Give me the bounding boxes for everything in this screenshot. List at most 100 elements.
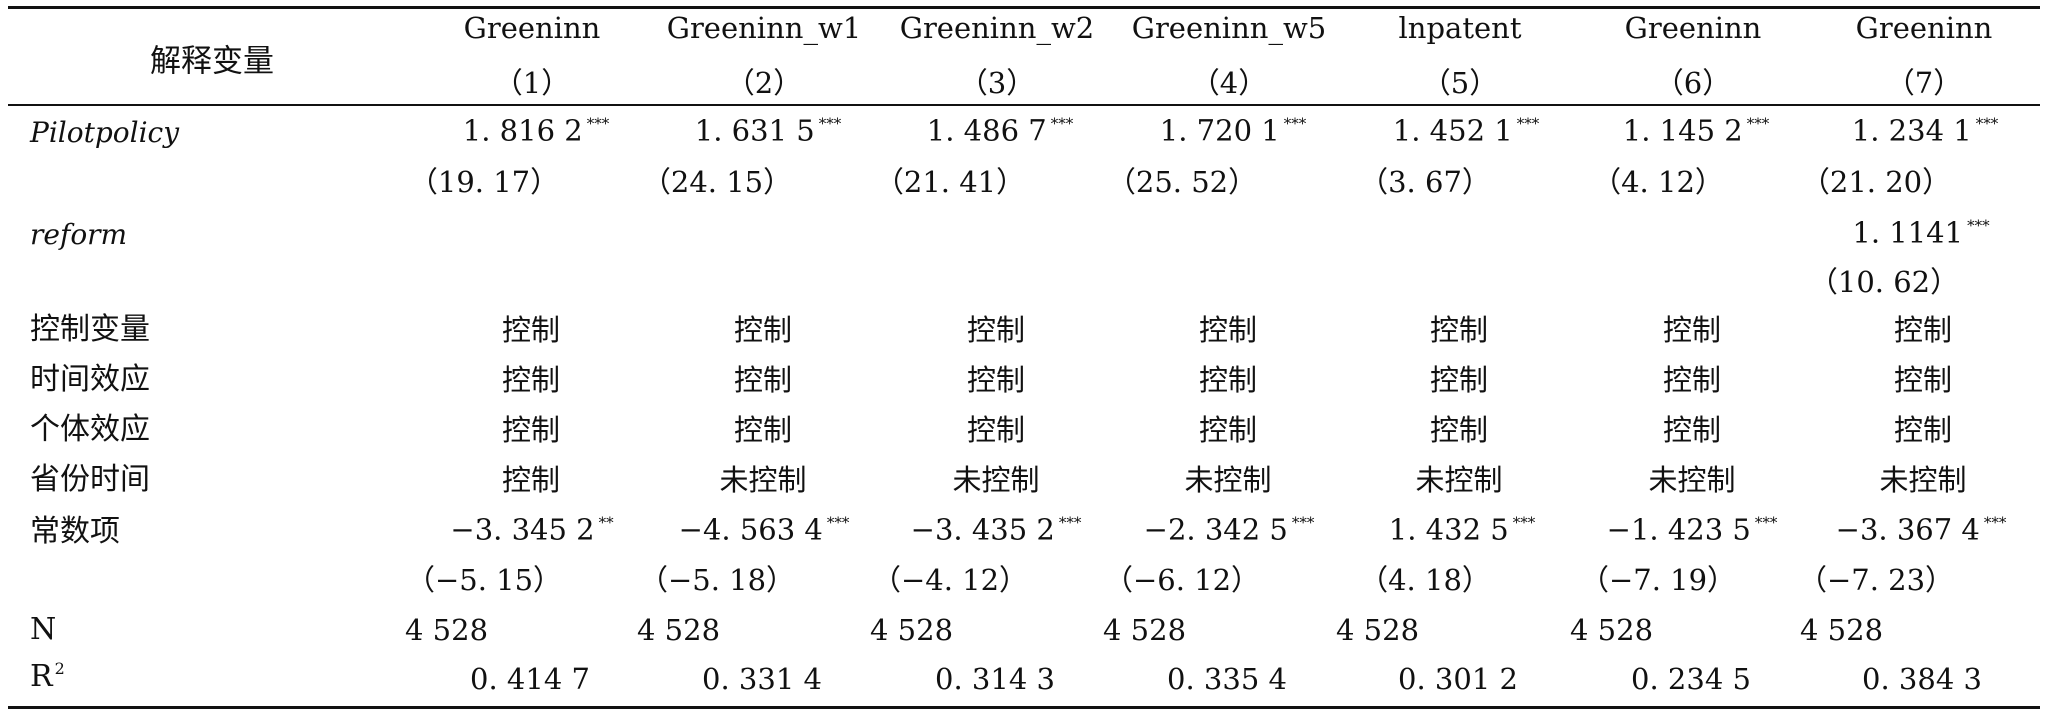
row-label-control: 个体效应 — [30, 412, 150, 447]
pilotpolicy-coef: 1. 816 2 *** — [463, 113, 609, 154]
pilotpolicy-coef: 1. 720 1 *** — [1160, 113, 1306, 154]
r2-value: 0. 335 4 — [1167, 662, 1287, 696]
pilotpolicy-tstat: （21. 41） — [874, 165, 1026, 199]
column-header-name: Greeninn — [1855, 11, 1993, 45]
control-value: 控制 — [733, 363, 793, 397]
pilotpolicy-tstat: （21. 20） — [1800, 165, 1952, 199]
significance-stars: *** — [1291, 513, 1315, 532]
coef-value: 1. 816 2 — [462, 113, 583, 148]
control-value: 未控制 — [1648, 463, 1736, 497]
pilotpolicy-tstat: （25. 52） — [1106, 165, 1258, 199]
significance-stars: *** — [1516, 114, 1540, 133]
coef-value: 1. 720 1 — [1159, 113, 1280, 148]
control-value: 控制 — [1198, 413, 1258, 447]
constant-coef: −2. 342 5 *** — [1144, 512, 1315, 553]
control-value: 控制 — [966, 363, 1026, 397]
top-rule — [8, 6, 2040, 9]
coef-value: −4. 563 4 — [678, 512, 823, 547]
row-label-control: 时间效应 — [30, 362, 150, 397]
column-header-name: Greeninn — [1624, 11, 1762, 45]
pilotpolicy-coef: 1. 452 1 *** — [1393, 113, 1539, 154]
column-header-name: Greeninn_w2 — [899, 11, 1095, 45]
significance-stars: *** — [1967, 216, 1990, 235]
control-value: 控制 — [1893, 413, 1953, 447]
reform-coef: 1. 1141 *** — [1852, 215, 1989, 256]
column-header-number: （4） — [1190, 66, 1268, 100]
significance-stars: *** — [1512, 513, 1536, 532]
control-value: 控制 — [1662, 413, 1722, 447]
column-header-name: Greeninn — [463, 11, 601, 45]
n-value: 4 528 — [1103, 613, 1187, 647]
constant-tstat: （−5. 18） — [638, 563, 796, 597]
r2-value: 0. 314 3 — [935, 662, 1055, 696]
n-value: 4 528 — [1800, 613, 1884, 647]
control-value: 控制 — [1662, 363, 1722, 397]
significance-stars: *** — [1975, 114, 1999, 133]
r2-superscript: 2 — [54, 659, 65, 678]
control-value: 控制 — [966, 413, 1026, 447]
coef-value: −3. 345 2 — [450, 512, 595, 547]
significance-stars: *** — [1283, 114, 1307, 133]
control-value: 控制 — [1893, 313, 1953, 347]
pilotpolicy-coef: 1. 145 2 *** — [1623, 113, 1769, 154]
column-header-number: （3） — [958, 66, 1036, 100]
row-label-pilotpolicy: Pilotpolicy — [30, 116, 180, 149]
control-value: 控制 — [501, 313, 561, 347]
coef-value: 1. 452 1 — [1392, 113, 1513, 148]
pilotpolicy-tstat: （24. 15） — [641, 165, 793, 199]
r2-value: 0. 384 3 — [1862, 662, 1982, 696]
coef-value: 1. 486 7 — [926, 113, 1047, 148]
coef-value: 1. 631 5 — [694, 113, 815, 148]
control-value: 控制 — [1429, 413, 1489, 447]
significance-stars: *** — [1050, 114, 1074, 133]
significance-stars: *** — [1983, 513, 2007, 532]
row-label-control: 控制变量 — [30, 312, 150, 347]
constant-coef: −3. 345 2 ** — [450, 512, 613, 553]
reform-tstat: （10. 62） — [1808, 265, 1960, 299]
control-value: 未控制 — [952, 463, 1040, 497]
control-value: 未控制 — [1879, 463, 1967, 497]
control-value: 控制 — [1198, 313, 1258, 347]
control-value: 控制 — [966, 313, 1026, 347]
pilotpolicy-coef: 1. 631 5 *** — [695, 113, 841, 154]
coef-value: −2. 342 5 — [1143, 512, 1288, 547]
significance-stars: *** — [586, 114, 610, 133]
column-header-name: Greeninn_w1 — [666, 11, 862, 45]
significance-stars: ** — [598, 513, 614, 532]
constant-coef: −3. 367 4 *** — [1836, 512, 2007, 553]
row-label-n: N — [30, 612, 57, 647]
control-value: 控制 — [733, 413, 793, 447]
significance-stars: *** — [1754, 513, 1778, 532]
r2-value: 0. 331 4 — [702, 662, 822, 696]
column-header-number: （1） — [493, 66, 571, 100]
constant-tstat: （−7. 23） — [1797, 563, 1955, 597]
pilotpolicy-tstat: （3. 67） — [1359, 165, 1491, 199]
control-value: 控制 — [1893, 363, 1953, 397]
header-title: 解释变量 — [150, 43, 274, 80]
control-value: 控制 — [501, 463, 561, 497]
pilotpolicy-coef: 1. 486 7 *** — [927, 113, 1073, 154]
constant-tstat: （−7. 19） — [1579, 563, 1737, 597]
control-value: 控制 — [1429, 363, 1489, 397]
pilotpolicy-tstat: （19. 17） — [408, 165, 560, 199]
r2-base: R — [30, 659, 53, 694]
constant-coef: 1. 432 5 *** — [1389, 512, 1535, 553]
control-value: 控制 — [501, 413, 561, 447]
significance-stars: *** — [826, 513, 850, 532]
header-rule — [8, 104, 2040, 106]
constant-coef: −4. 563 4 *** — [679, 512, 850, 553]
control-value: 控制 — [501, 363, 561, 397]
constant-tstat: （−6. 12） — [1103, 563, 1261, 597]
control-value: 控制 — [733, 313, 793, 347]
control-value: 未控制 — [1415, 463, 1503, 497]
n-value: 4 528 — [1570, 613, 1654, 647]
control-value: 控制 — [1662, 313, 1722, 347]
r2-value: 0. 301 2 — [1398, 662, 1518, 696]
n-value: 4 528 — [637, 613, 721, 647]
pilotpolicy-tstat: （4. 12） — [1592, 165, 1724, 199]
column-header-number: （5） — [1421, 66, 1499, 100]
column-header-number: （6） — [1654, 66, 1732, 100]
coef-value: −1. 423 5 — [1606, 512, 1751, 547]
row-label-control: 省份时间 — [30, 462, 150, 497]
